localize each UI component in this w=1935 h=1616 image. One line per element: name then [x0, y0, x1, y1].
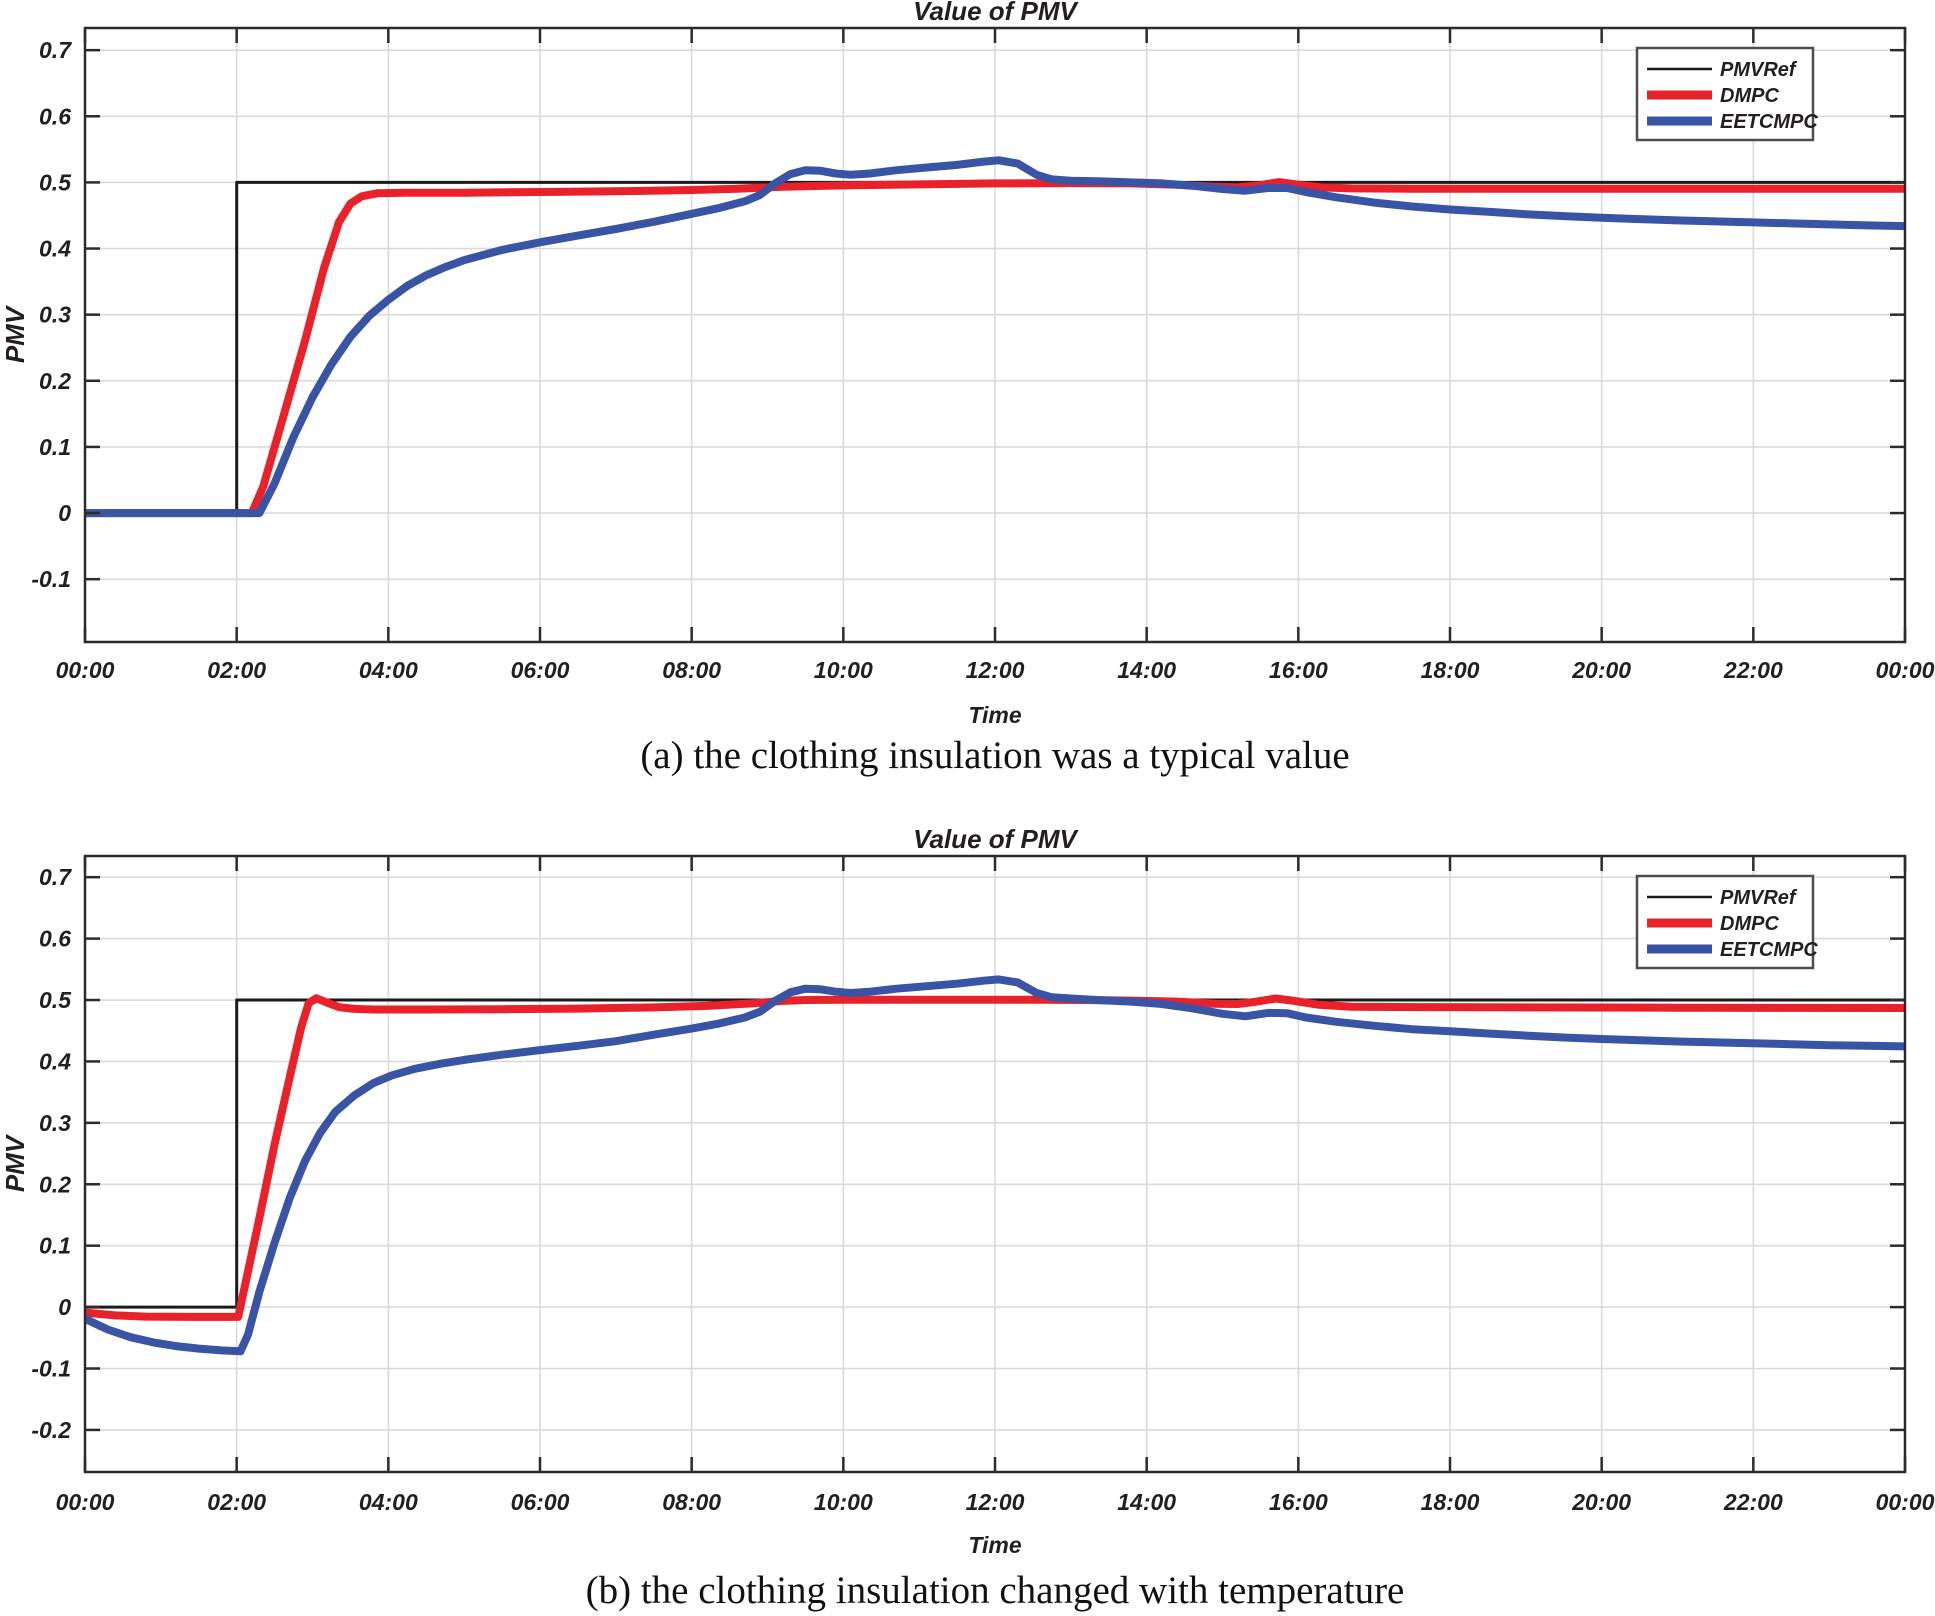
x-tick-label: 18:00 — [1421, 1489, 1480, 1515]
x-tick-label: 12:00 — [966, 657, 1025, 683]
x-tick-label: 06:00 — [511, 657, 570, 683]
x-tick-label: 02:00 — [207, 657, 266, 683]
y-tick-label: 0.4 — [39, 1048, 71, 1074]
legend-label-eetcmpc: EETCMPC — [1720, 939, 1818, 961]
x-tick-label: 22:00 — [1723, 1489, 1783, 1515]
series-dmpc-line-a — [85, 178, 1905, 518]
x-tick-label: 08:00 — [662, 657, 721, 683]
x-tick-label: 04:00 — [359, 1489, 418, 1515]
y-tick-label: -0.1 — [31, 1356, 71, 1382]
legend-label-dmpc: DMPC — [1720, 85, 1779, 107]
y-tick-label: 0.2 — [39, 368, 71, 394]
y-tick-label: 0.4 — [39, 236, 71, 262]
x-tick-label: 00:00 — [1876, 1489, 1935, 1515]
y-tick-label: 0 — [58, 1294, 71, 1320]
x-tick-label: 18:00 — [1421, 657, 1480, 683]
x-tick-label: 22:00 — [1723, 657, 1783, 683]
chart-title-a: Value of PMV — [913, 0, 1079, 26]
x-tick-label: 10:00 — [814, 1489, 873, 1515]
gridlines — [85, 28, 1905, 642]
x-tick-label: 20:00 — [1571, 657, 1631, 683]
x-axis-label-b: Time — [968, 1532, 1021, 1558]
x-tick-label: 00:00 — [56, 1489, 115, 1515]
x-tick-label: 00:00 — [1876, 657, 1935, 683]
x-tick-label: 14:00 — [1117, 1489, 1176, 1515]
x-tick-label: 00:00 — [56, 657, 115, 683]
chart-a: 0.7 0.6 0.5 0.4 0.3 0.2 0.1 0 -0.1 00:00 02:00 04:0… — [0, 0, 1935, 728]
x-tick-label: 12:00 — [966, 1489, 1025, 1515]
y-tick-label: 0.3 — [39, 302, 71, 328]
y-tick-label: 0.1 — [39, 434, 71, 460]
y-tick-label: 0.7 — [39, 37, 72, 63]
y-tick-label: 0.6 — [39, 103, 71, 129]
x-axis-label-a: Time — [968, 702, 1021, 728]
series-eetcmpc-line-a — [85, 156, 1905, 518]
legend-label-eetcmpc: EETCMPC — [1720, 111, 1818, 133]
legend-b: PMVRef DMPC EETCMPC — [1635, 874, 1818, 970]
y-tick-label: 0.5 — [39, 169, 72, 195]
y-tick-label: 0.7 — [39, 864, 72, 890]
x-tick-label: 16:00 — [1269, 657, 1328, 683]
x-tick-label: 06:00 — [511, 1489, 570, 1515]
x-tick-label: 08:00 — [662, 1489, 721, 1515]
x-tick-label: 02:00 — [207, 1489, 266, 1515]
legend-label-pmvref: PMVRef — [1720, 887, 1798, 909]
caption-b: (b) the clothing insulation changed with… — [585, 1569, 1405, 1612]
tick-marks — [83, 28, 1907, 642]
y-tick-label: 0.3 — [39, 1110, 71, 1136]
y-tick-label: -0.1 — [31, 566, 71, 592]
y-tick-label: 0.2 — [39, 1171, 71, 1197]
x-tick-label: 04:00 — [359, 657, 418, 683]
chart-b: 0.7 0.6 0.5 0.4 0.3 0.2 0.1 0 -0.1 -0.2 00:00 02:00… — [0, 824, 1935, 1558]
chart-title-b: Value of PMV — [913, 824, 1079, 854]
y-tick-label: 0 — [58, 500, 71, 526]
legend-a: PMVRef DMPC EETCMPC — [1635, 46, 1818, 142]
x-tick-label: 10:00 — [814, 657, 873, 683]
series-eetcmpc-line-b — [85, 975, 1905, 1356]
y-tick-label: 0.5 — [39, 987, 72, 1013]
legend-label-pmvref: PMVRef — [1720, 59, 1798, 81]
caption-a: (a) the clothing insulation was a typica… — [640, 734, 1350, 777]
y-tick-label: 0.6 — [39, 926, 71, 952]
y-tick-label: -0.2 — [31, 1417, 71, 1443]
series-dmpc-line-b — [85, 994, 1905, 1321]
x-tick-label: 16:00 — [1269, 1489, 1328, 1515]
y-tick-label: 0.1 — [39, 1233, 71, 1259]
tick-marks — [83, 856, 1907, 1472]
gridlines — [85, 856, 1905, 1472]
legend-label-dmpc: DMPC — [1720, 913, 1779, 935]
x-tick-label: 14:00 — [1117, 657, 1176, 683]
y-axis-label-a: PMV — [0, 304, 30, 363]
y-axis-label-b: PMV — [0, 1133, 30, 1192]
x-tick-label: 20:00 — [1571, 1489, 1631, 1515]
